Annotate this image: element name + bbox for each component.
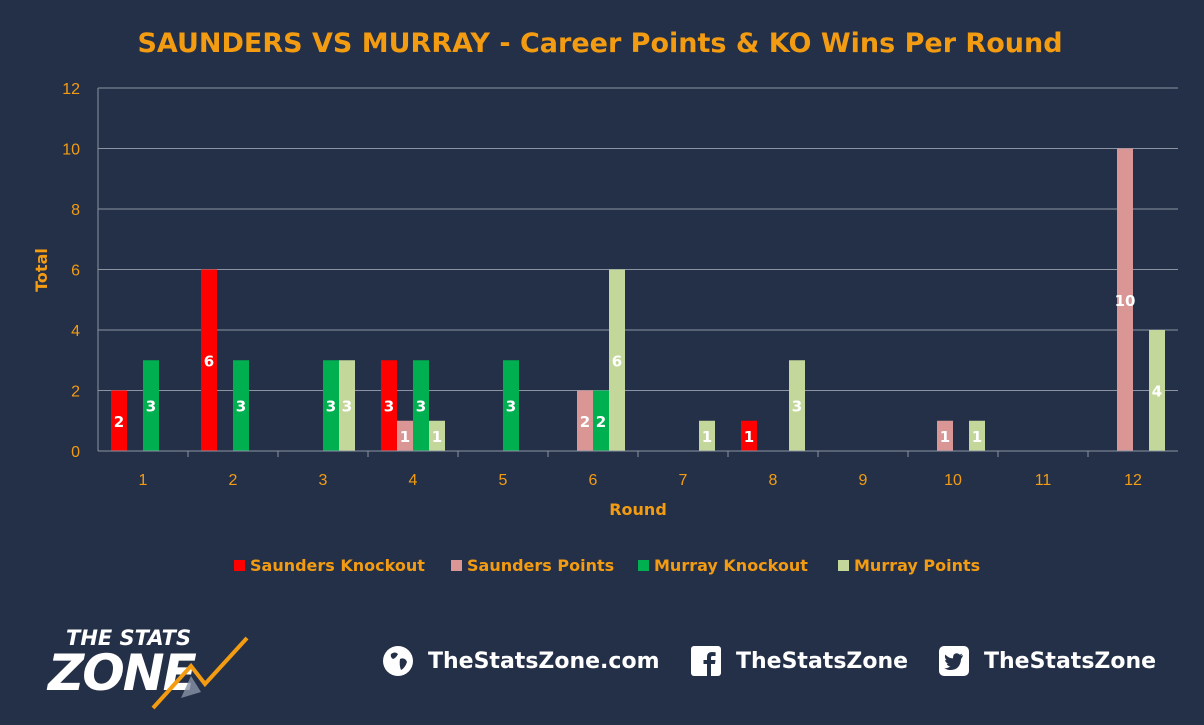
- data-label: 3: [506, 398, 516, 416]
- bar: [429, 420, 445, 451]
- logo-line-2: ZONE: [48, 644, 197, 702]
- bar: [201, 269, 217, 451]
- x-tick-label: 3: [319, 472, 328, 489]
- website-link[interactable]: TheStatsZone.com: [382, 644, 660, 678]
- stats-zone-logo: THE STATS ZONE: [48, 626, 258, 710]
- data-label: 3: [146, 398, 156, 416]
- facebook-link[interactable]: TheStatsZone: [690, 644, 908, 678]
- x-tick-label: 10: [944, 472, 962, 489]
- bar: [397, 420, 413, 451]
- twitter-text: TheStatsZone: [984, 648, 1157, 674]
- y-tick-label: 0: [71, 444, 80, 461]
- x-tick-label: 7: [679, 472, 688, 489]
- legend-swatch: [638, 560, 649, 571]
- bar: [111, 390, 127, 451]
- twitter-icon: [938, 645, 970, 677]
- y-tick-label: 2: [71, 384, 80, 401]
- data-label: 1: [400, 428, 410, 446]
- chart-title: SAUNDERS VS MURRAY - Career Points & KO …: [137, 28, 1062, 59]
- bar: [381, 360, 397, 451]
- data-label: 3: [792, 398, 802, 416]
- legend: Saunders Knockout Saunders Points Murray K…: [234, 556, 980, 575]
- x-tick-label: 9: [859, 472, 868, 489]
- legend-swatch: [234, 560, 245, 571]
- data-label: 1: [940, 428, 950, 446]
- bar-chart: SAUNDERS VS MURRAY - Career Points & KO …: [32, 28, 1178, 575]
- footer: THE STATS ZONE TheStatsZone.com: [0, 612, 1204, 712]
- data-label: 1: [744, 428, 754, 446]
- data-label: 3: [326, 398, 336, 416]
- data-label: 1: [432, 428, 442, 446]
- x-tick-label: 11: [1035, 472, 1052, 489]
- y-tick-label: 4: [71, 323, 80, 340]
- bar: [339, 360, 355, 451]
- bar: [233, 360, 249, 451]
- x-axis-ticks: 1 2 3 4 5 6 7 8 9 10 11 12: [139, 451, 1142, 489]
- data-label: 6: [204, 352, 214, 370]
- data-label: 4: [1152, 383, 1162, 401]
- data-label: 2: [596, 413, 606, 431]
- bar: [1149, 330, 1165, 451]
- facebook-text: TheStatsZone: [736, 648, 909, 674]
- y-tick-label: 6: [71, 263, 80, 280]
- bars: [111, 148, 1165, 451]
- data-label: 2: [114, 413, 124, 431]
- bar: [937, 420, 953, 451]
- logo-line-1: THE STATS: [66, 626, 192, 650]
- x-tick-label: 8: [769, 472, 778, 489]
- y-axis-ticks: 0 2 4 6 8 10 12: [62, 81, 80, 461]
- data-label: 3: [416, 398, 426, 416]
- website-text: TheStatsZone.com: [428, 648, 660, 674]
- data-label: 6: [612, 352, 622, 370]
- bar: [609, 269, 625, 451]
- data-label: 2: [580, 413, 590, 431]
- legend-label: Murray Points: [854, 556, 980, 575]
- legend-label: Saunders Knockout: [250, 556, 425, 575]
- bar: [323, 360, 339, 451]
- gridlines: [97, 87, 1178, 452]
- data-label: 1: [972, 428, 982, 446]
- x-tick-label: 5: [499, 472, 508, 489]
- x-tick-label: 4: [409, 472, 418, 489]
- y-tick-label: 12: [62, 81, 80, 98]
- facebook-icon: [690, 645, 722, 677]
- bar: [593, 390, 609, 451]
- legend-swatch: [451, 560, 462, 571]
- x-axis-title: Round: [609, 500, 667, 519]
- bar: [789, 360, 805, 451]
- y-tick-label: 8: [71, 202, 80, 219]
- legend-label: Saunders Points: [467, 556, 614, 575]
- bar: [969, 420, 985, 451]
- bar: [1117, 148, 1133, 451]
- bar: [143, 360, 159, 451]
- x-tick-label: 2: [229, 472, 238, 489]
- data-label: 3: [236, 398, 246, 416]
- y-axis-title: Total: [32, 248, 51, 292]
- x-tick-label: 6: [589, 472, 598, 489]
- x-tick-label: 1: [139, 472, 148, 489]
- bar: [413, 360, 429, 451]
- bar: [577, 390, 593, 451]
- legend-label: Murray Knockout: [654, 556, 808, 575]
- data-label: 3: [384, 398, 394, 416]
- logo-swoosh-icon: [151, 636, 249, 710]
- x-tick-label: 12: [1124, 472, 1142, 489]
- bar: [741, 420, 757, 451]
- globe-icon: [382, 645, 414, 677]
- twitter-link[interactable]: TheStatsZone: [938, 644, 1156, 678]
- y-tick-label: 10: [62, 142, 80, 159]
- data-label: 1: [702, 428, 712, 446]
- data-label: 3: [342, 398, 352, 416]
- data-label: 10: [1115, 292, 1136, 310]
- legend-swatch: [838, 560, 849, 571]
- bar: [699, 420, 715, 451]
- bar: [503, 360, 519, 451]
